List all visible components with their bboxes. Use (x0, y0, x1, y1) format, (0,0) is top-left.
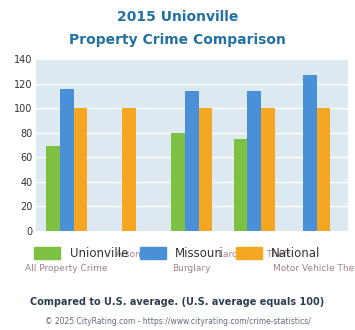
Bar (247, 91, 261, 231)
Bar (303, 75, 317, 231)
Bar (122, 109, 136, 231)
Text: Larceny & Theft: Larceny & Theft (218, 250, 290, 259)
Text: Compared to U.S. average. (U.S. average equals 100): Compared to U.S. average. (U.S. average … (31, 297, 324, 307)
Text: All Property Crime: All Property Crime (26, 264, 108, 273)
Bar (234, 139, 247, 231)
Bar (261, 109, 275, 231)
Bar (73, 109, 87, 231)
Text: 2015 Unionville: 2015 Unionville (117, 10, 238, 24)
Text: Arson: Arson (116, 250, 142, 259)
Bar (317, 109, 331, 231)
Text: Burglary: Burglary (173, 264, 211, 273)
Text: Property Crime Comparison: Property Crime Comparison (69, 33, 286, 47)
Bar (46, 147, 60, 231)
Bar (198, 109, 212, 231)
Bar (171, 133, 185, 231)
Legend: Unionville, Missouri, National: Unionville, Missouri, National (29, 242, 326, 265)
Text: © 2025 CityRating.com - https://www.cityrating.com/crime-statistics/: © 2025 CityRating.com - https://www.city… (45, 317, 310, 326)
Bar (60, 89, 73, 231)
Text: Motor Vehicle Theft: Motor Vehicle Theft (273, 264, 355, 273)
Bar (185, 91, 198, 231)
